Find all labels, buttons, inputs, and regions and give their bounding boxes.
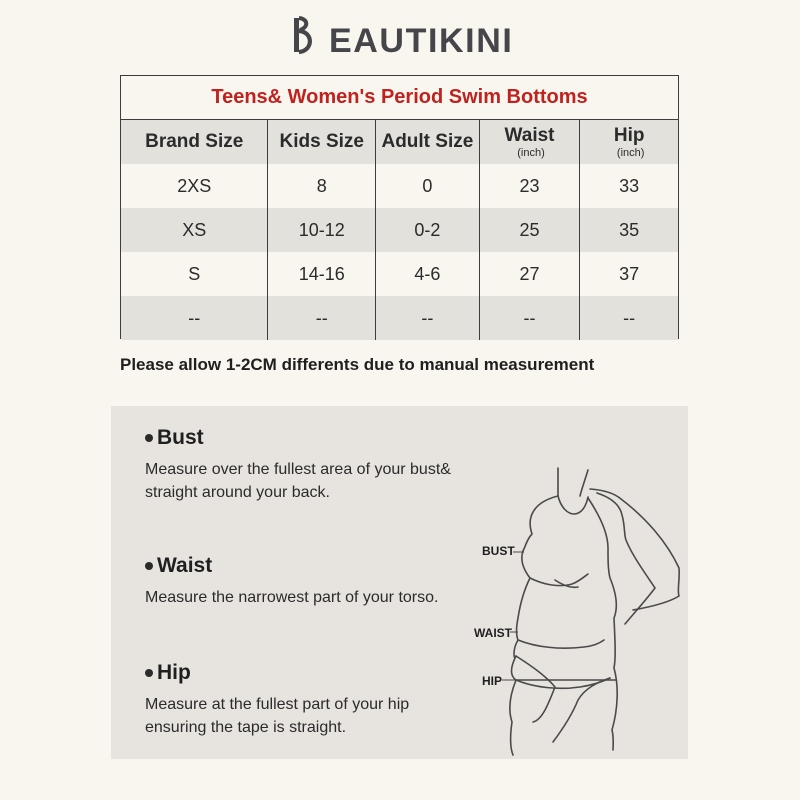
svg-text:HIP: HIP xyxy=(482,674,502,688)
svg-text:BUST: BUST xyxy=(482,544,515,558)
svg-text:WAIST: WAIST xyxy=(474,626,513,640)
